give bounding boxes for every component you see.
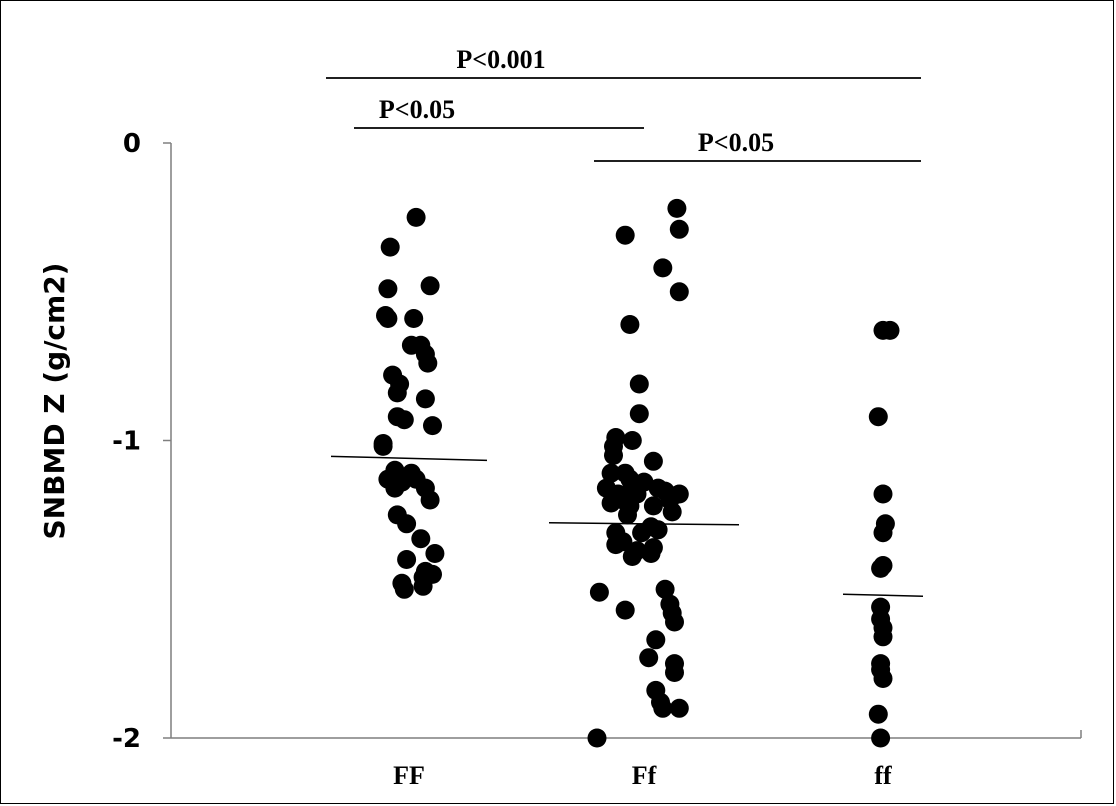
data-point [643, 496, 663, 516]
data-point [868, 704, 888, 724]
data-point [420, 490, 440, 510]
data-point [662, 502, 682, 522]
data-point [589, 582, 609, 602]
significance-label: P<0.05 [379, 95, 455, 124]
mean-lines [330, 455, 924, 597]
data-point [873, 627, 893, 647]
data-point [373, 436, 393, 456]
data-point [615, 225, 635, 245]
data-point [418, 353, 438, 373]
data-points [373, 198, 900, 748]
data-point [618, 505, 637, 525]
data-point [411, 529, 431, 549]
data-point [669, 219, 689, 239]
data-point [601, 493, 621, 513]
data-point [629, 374, 649, 394]
x-category-label: ff [874, 761, 892, 790]
mean-line [330, 455, 488, 462]
data-point [380, 237, 400, 257]
y-axis-title: SNBMD Z (g/cm2) [38, 263, 71, 540]
data-point [871, 728, 891, 748]
data-point [413, 576, 433, 596]
data-point [415, 389, 435, 409]
data-point [394, 579, 414, 599]
data-point [665, 612, 684, 632]
y-tick-label: -1 [112, 427, 141, 457]
data-point [620, 315, 640, 334]
data-point [425, 544, 445, 563]
y-tick-label: 0 [123, 129, 141, 159]
data-point [655, 579, 675, 599]
y-tick-label: -2 [112, 724, 141, 754]
data-point [397, 550, 417, 569]
data-point [873, 484, 893, 504]
data-point [873, 523, 893, 543]
data-point [632, 523, 652, 543]
data-point [601, 463, 621, 483]
x-category-label: Ff [632, 761, 657, 790]
data-point [606, 535, 626, 555]
data-point [648, 520, 668, 540]
significance-label: P<0.05 [698, 128, 774, 157]
significance-label: P<0.001 [456, 45, 545, 74]
data-point [868, 407, 888, 427]
data-point [880, 320, 900, 340]
data-point [587, 728, 607, 748]
data-point [629, 404, 649, 424]
x-category-label: FF [393, 761, 425, 790]
data-point [394, 410, 414, 430]
data-point [622, 547, 642, 566]
data-point [873, 669, 893, 688]
data-point [387, 383, 407, 403]
data-point [643, 451, 663, 471]
data-point [378, 279, 398, 299]
data-point [641, 544, 661, 563]
data-point [639, 648, 659, 668]
data-point [385, 478, 405, 498]
data-point [423, 416, 442, 436]
data-point [615, 600, 635, 620]
data-point [406, 207, 426, 227]
data-point [646, 630, 666, 650]
data-point [871, 558, 891, 578]
data-point [665, 663, 684, 682]
data-point [378, 309, 398, 328]
data-point [653, 258, 673, 278]
data-point [404, 309, 424, 328]
mean-line [842, 593, 924, 597]
data-point [653, 698, 673, 718]
data-point [397, 514, 417, 534]
data-point [604, 445, 623, 465]
data-point [420, 276, 440, 296]
data-point [667, 198, 687, 218]
mean-line [548, 522, 740, 526]
data-point [669, 282, 689, 302]
data-point [622, 431, 642, 450]
axes: 0 -1 -2 FF Ff ff [112, 129, 1082, 790]
data-point [669, 698, 689, 718]
